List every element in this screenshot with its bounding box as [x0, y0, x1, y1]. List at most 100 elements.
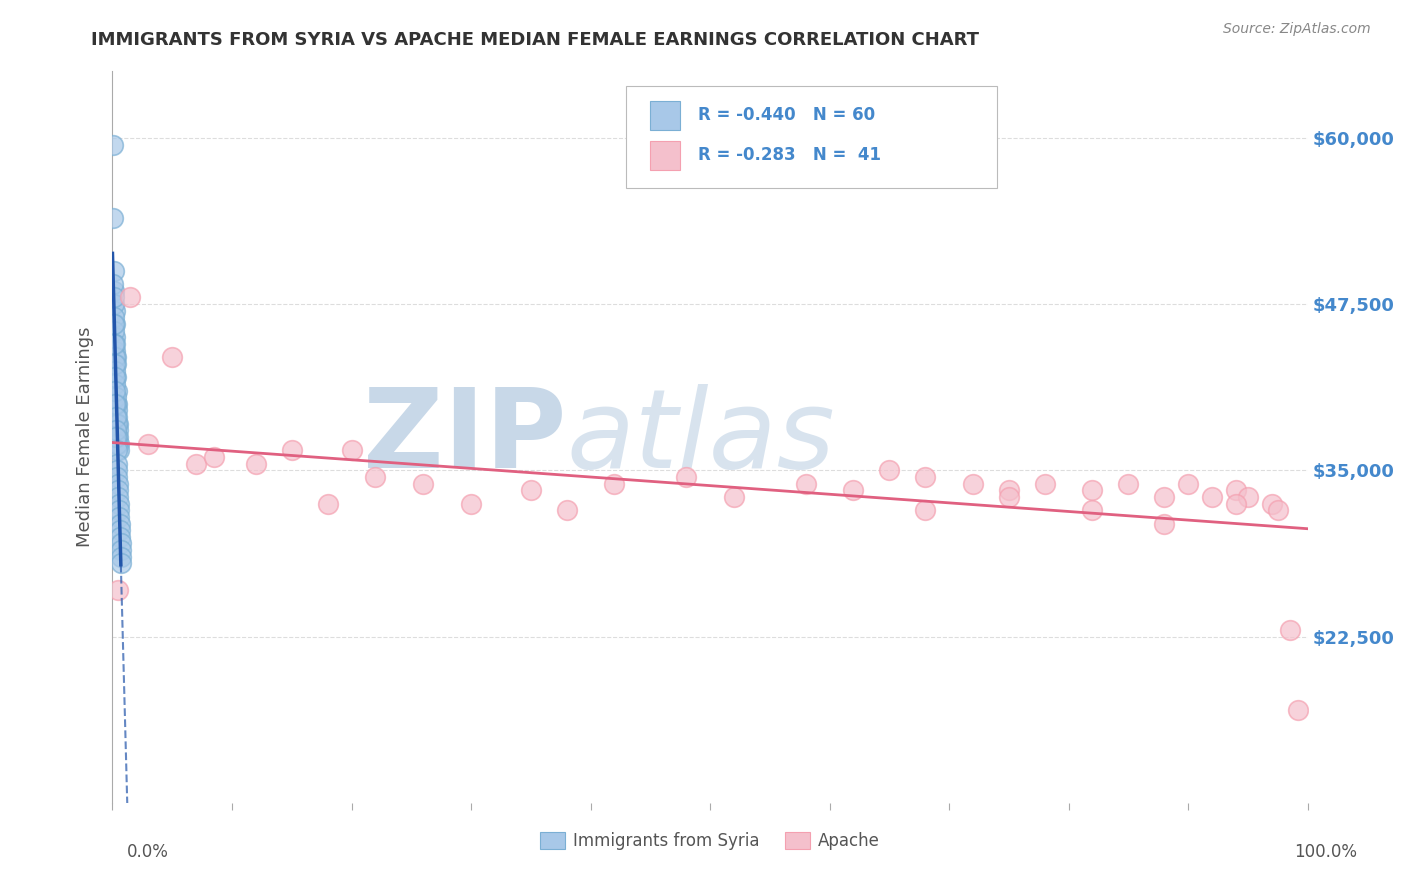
Point — [105, 384, 128, 398]
Point — [138, 436, 160, 450]
Point — [105, 430, 128, 444]
Point — [105, 424, 128, 438]
Point — [1153, 516, 1175, 531]
Text: 100.0%: 100.0% — [1294, 843, 1357, 861]
Point — [107, 476, 129, 491]
Point — [103, 337, 125, 351]
Point — [1081, 503, 1104, 517]
Point — [107, 497, 129, 511]
Point — [104, 357, 127, 371]
Point — [998, 483, 1021, 498]
Bar — [651, 141, 681, 170]
Point — [555, 503, 578, 517]
Point — [108, 523, 131, 537]
Point — [108, 509, 131, 524]
Point — [842, 483, 865, 498]
Point — [1033, 476, 1056, 491]
Point — [120, 290, 142, 304]
Point — [107, 410, 129, 425]
Point — [364, 470, 387, 484]
Point — [794, 476, 817, 491]
FancyBboxPatch shape — [627, 86, 997, 188]
Point — [104, 343, 127, 358]
Point — [105, 443, 128, 458]
Point — [104, 351, 127, 365]
Point — [1225, 483, 1247, 498]
Point — [105, 417, 128, 431]
Point — [520, 483, 543, 498]
Point — [104, 351, 127, 365]
Point — [108, 443, 131, 458]
Y-axis label: Median Female Earnings: Median Female Earnings — [76, 326, 94, 548]
Text: IMMIGRANTS FROM SYRIA VS APACHE MEDIAN FEMALE EARNINGS CORRELATION CHART: IMMIGRANTS FROM SYRIA VS APACHE MEDIAN F… — [91, 31, 980, 49]
Point — [104, 330, 127, 344]
Point — [281, 443, 304, 458]
Point — [914, 470, 936, 484]
Point — [110, 557, 132, 571]
Point — [998, 490, 1021, 504]
Point — [110, 549, 132, 564]
Point — [104, 303, 127, 318]
Point — [103, 317, 125, 331]
Point — [110, 543, 132, 558]
Point — [108, 503, 131, 517]
Point — [1261, 497, 1284, 511]
Point — [412, 476, 434, 491]
Point — [162, 351, 183, 365]
Point — [104, 410, 127, 425]
Point — [105, 457, 128, 471]
Point — [104, 337, 127, 351]
Point — [914, 503, 936, 517]
Point — [340, 443, 363, 458]
Text: atlas: atlas — [567, 384, 835, 491]
Point — [103, 277, 125, 292]
Point — [245, 457, 267, 471]
Point — [460, 497, 482, 511]
Point — [103, 290, 125, 304]
Point — [1286, 703, 1309, 717]
Point — [103, 284, 125, 298]
Point — [105, 436, 128, 450]
Point — [110, 530, 132, 544]
Text: R = -0.283   N =  41: R = -0.283 N = 41 — [699, 146, 882, 164]
Text: 0.0%: 0.0% — [127, 843, 169, 861]
Point — [105, 403, 128, 417]
Point — [103, 324, 125, 338]
Point — [105, 357, 128, 371]
Point — [879, 463, 901, 477]
Point — [103, 264, 125, 278]
Point — [104, 376, 127, 391]
Point — [1081, 483, 1104, 498]
Point — [1278, 623, 1301, 637]
Point — [104, 397, 127, 411]
Point — [104, 363, 127, 377]
Point — [962, 476, 984, 491]
Point — [103, 310, 125, 325]
Bar — [651, 101, 681, 130]
Point — [107, 424, 129, 438]
Point — [186, 457, 208, 471]
Point — [105, 463, 128, 477]
Point — [104, 384, 127, 398]
Point — [202, 450, 225, 464]
Point — [108, 516, 131, 531]
Point — [107, 490, 129, 504]
Text: Source: ZipAtlas.com: Source: ZipAtlas.com — [1223, 22, 1371, 37]
Point — [1177, 476, 1199, 491]
Point — [104, 317, 127, 331]
Point — [107, 483, 129, 498]
Point — [101, 137, 124, 152]
Point — [1201, 490, 1223, 504]
Point — [675, 470, 697, 484]
Point — [107, 470, 129, 484]
Point — [110, 536, 132, 550]
Point — [316, 497, 339, 511]
Point — [107, 582, 129, 597]
Point — [1153, 490, 1175, 504]
Point — [723, 490, 745, 504]
Point — [603, 476, 626, 491]
Point — [1267, 503, 1289, 517]
Point — [105, 397, 128, 411]
Point — [105, 430, 128, 444]
Legend: Immigrants from Syria, Apache: Immigrants from Syria, Apache — [533, 825, 887, 856]
